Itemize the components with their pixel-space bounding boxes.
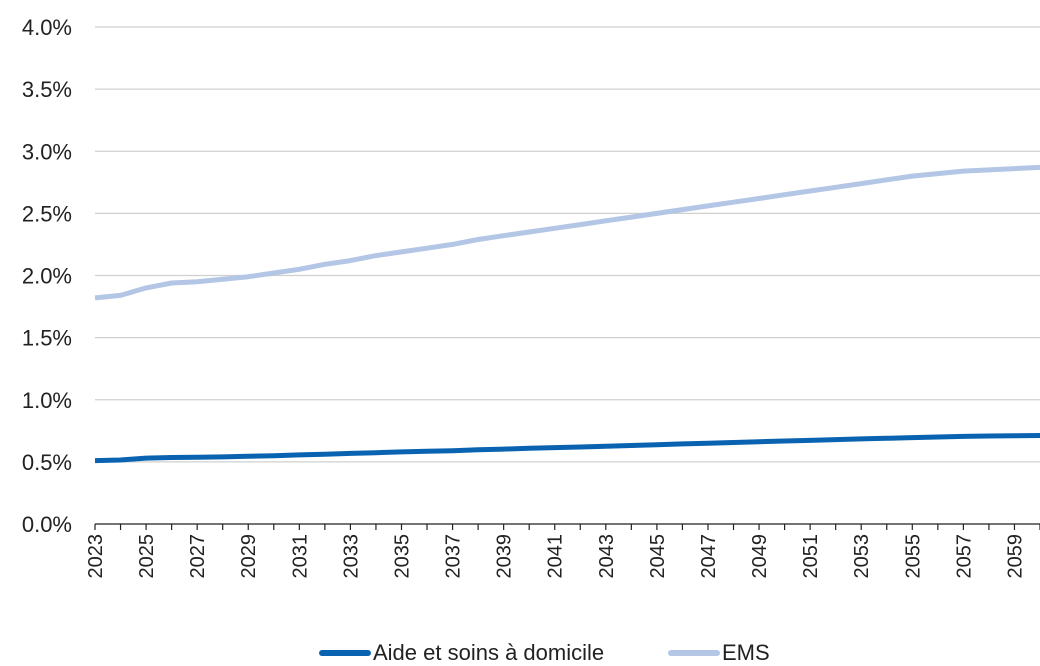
x-tick-label: 2035: [391, 534, 413, 579]
y-tick-label: 2.5%: [22, 201, 72, 226]
series-line-1: [94, 164, 1040, 301]
x-tick-label: 2033: [340, 534, 362, 579]
x-tick-label: 2055: [902, 534, 924, 579]
x-tick-label: 2059: [1004, 534, 1026, 579]
legend-item-aide: Aide et soins à domicile: [319, 640, 605, 665]
y-tick-label: 2.0%: [22, 264, 72, 289]
legend-swatch-aide: [319, 650, 371, 656]
y-tick-label: 4.0%: [22, 15, 72, 40]
line-chart: 0.0% 0.5% 1.0% 1.5% 2.0% 2.5% 3.0% 3.5% 4.0% 202…: [22, 15, 1040, 579]
x-tick-label: 2045: [647, 534, 669, 579]
y-tick-label: 0.0%: [22, 512, 72, 537]
x-tick-label: 2023: [85, 534, 107, 579]
y-tick-label: 0.5%: [22, 450, 72, 475]
legend: Aide et soins à domicile EMS: [0, 640, 1040, 665]
x-tick-label: 2049: [749, 534, 771, 579]
y-tick-label: 3.0%: [22, 139, 72, 164]
y-tick-label: 1.0%: [22, 388, 72, 413]
x-tick-label: 2025: [136, 534, 158, 579]
legend-label-ems: EMS: [722, 640, 770, 665]
legend-item-ems: EMS: [668, 640, 770, 665]
x-tick-label: 2027: [187, 534, 209, 579]
x-tick-label: 2039: [494, 534, 516, 579]
x-tick-label: 2057: [953, 534, 975, 579]
series-line-0: [94, 433, 1040, 464]
x-tick-label: 2043: [596, 534, 618, 579]
gridlines: [95, 26, 1040, 463]
x-tick-label: 2051: [800, 534, 822, 579]
x-axis: 2023 2025 2027 2029 2031 2033 2035 2037 2039 2041…: [85, 523, 1040, 579]
y-axis-tick-labels: 0.0% 0.5% 1.0% 1.5% 2.0% 2.5% 3.0% 3.5% 4.0%: [22, 15, 72, 537]
legend-swatch-ems: [668, 650, 720, 656]
series-lines: [94, 164, 1040, 464]
x-tick-label: 2029: [238, 534, 260, 579]
y-tick-label: 1.5%: [22, 326, 72, 351]
x-tick-label: 2037: [443, 534, 465, 579]
x-tick-label: 2041: [545, 534, 567, 579]
y-tick-label: 3.5%: [22, 77, 72, 102]
x-tick-label: 2053: [851, 534, 873, 579]
x-tick-label: 2031: [289, 534, 311, 579]
x-tick-label: 2047: [698, 534, 720, 579]
legend-label-aide: Aide et soins à domicile: [373, 640, 605, 665]
